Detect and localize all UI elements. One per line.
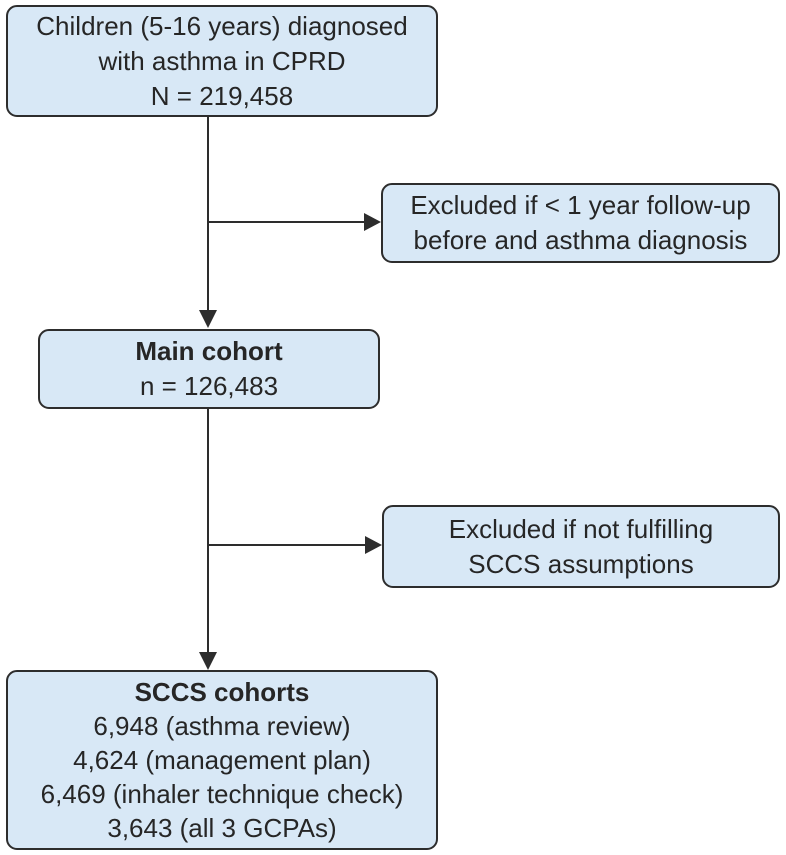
excluded-sccs-line-1: Excluded if not fulfilling (448, 513, 714, 544)
excluded-followup-line-2: before and asthma diagnosis (413, 225, 748, 255)
sccs-count-all-gcpas: 3,643 (all 3 GCPAs) (107, 813, 337, 843)
excluded-sccs-box: Excluded if not fulfilling SCCS assumpti… (382, 505, 780, 588)
arrow-main-to-sccs-head (199, 652, 217, 670)
population-box: Children (5-16 years) diagnosed with ast… (6, 5, 438, 117)
sccs-count-asthma-review: 6,948 (asthma review) (93, 711, 351, 741)
population-line-1: Children (5-16 years) diagnosed (36, 10, 408, 41)
arrow-branch-excluded-2-head (365, 536, 382, 554)
arrow-population-to-main-head (199, 310, 217, 328)
population-count: N = 219,458 (150, 80, 294, 111)
sccs-count-management-plan: 4,624 (management plan) (73, 745, 371, 775)
arrow-branch-excluded-1-head (364, 213, 381, 231)
main-cohort-title: Main cohort (135, 336, 283, 366)
main-cohort-box: Main cohort n = 126,483 (38, 329, 380, 409)
sccs-cohorts-box: SCCS cohorts 6,948 (asthma review) 4,624… (6, 670, 438, 850)
sccs-cohorts-title: SCCS cohorts (134, 677, 310, 707)
excluded-followup-box: Excluded if < 1 year follow-up before an… (381, 183, 780, 263)
population-line-2: with asthma in CPRD (98, 45, 346, 76)
excluded-sccs-line-2: SCCS assumptions (468, 548, 694, 579)
excluded-followup-line-1: Excluded if < 1 year follow-up (410, 190, 751, 220)
main-cohort-count: n = 126,483 (139, 371, 279, 401)
sccs-count-inhaler-technique: 6,469 (inhaler technique check) (40, 779, 404, 809)
